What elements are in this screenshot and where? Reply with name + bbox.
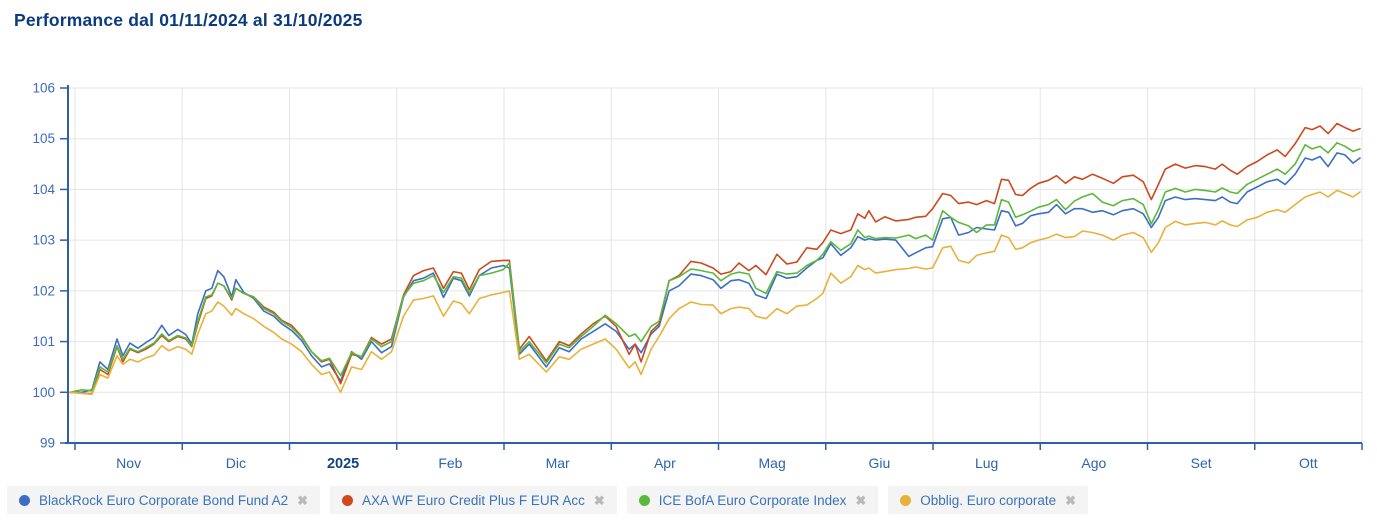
x-axis-month-label: Dic bbox=[226, 455, 246, 471]
performance-chart: 106 105 104 103 102 101 100 99 Nov Dic 2025 Feb Mar A… bbox=[0, 60, 1377, 480]
x-axis-month-label: 2025 bbox=[327, 456, 359, 472]
legend: BlackRock Euro Corporate Bond Fund A2 ✖ AX… bbox=[7, 486, 1089, 514]
x-axis-month-label: Giu bbox=[868, 455, 890, 471]
series-line-0 bbox=[69, 152, 1361, 394]
legend-series-label: AXA WF Euro Credit Plus F EUR Acc bbox=[362, 492, 585, 508]
legend-item-0[interactable]: BlackRock Euro Corporate Bond Fund A2 ✖ bbox=[7, 486, 321, 514]
legend-item-1[interactable]: AXA WF Euro Credit Plus F EUR Acc ✖ bbox=[330, 486, 617, 514]
legend-item-2[interactable]: ICE BofA Euro Corporate Index ✖ bbox=[626, 486, 879, 514]
y-axis-label: 105 bbox=[32, 131, 55, 146]
series-line-1 bbox=[69, 122, 1361, 395]
legend-remove-icon[interactable]: ✖ bbox=[855, 492, 867, 508]
x-axis-month-label: Mar bbox=[546, 455, 570, 471]
y-axis-label: 101 bbox=[32, 334, 55, 349]
x-axis-month-label: Feb bbox=[438, 455, 462, 471]
y-axis-label: 106 bbox=[32, 81, 55, 96]
x-axis-month-label: Set bbox=[1191, 455, 1212, 471]
legend-remove-icon[interactable]: ✖ bbox=[593, 492, 605, 508]
legend-series-label: BlackRock Euro Corporate Bond Fund A2 bbox=[39, 492, 289, 508]
x-axis-month-label: Lug bbox=[975, 455, 998, 471]
performance-chart-svg: 106 105 104 103 102 101 100 99 Nov Dic 2025 Feb Mar A… bbox=[32, 81, 1363, 472]
x-axis-month-label: Apr bbox=[654, 455, 676, 471]
legend-series-dot-icon bbox=[342, 494, 354, 506]
y-axis-label: 103 bbox=[32, 233, 55, 248]
series-line-3 bbox=[69, 189, 1361, 396]
y-axis-label: 104 bbox=[32, 182, 55, 197]
legend-remove-icon[interactable]: ✖ bbox=[297, 492, 309, 508]
legend-series-label: Obblig. Euro corporate bbox=[920, 492, 1057, 508]
x-axis-month-label: Mag bbox=[759, 455, 786, 471]
x-axis-month-label: Ago bbox=[1081, 455, 1106, 471]
y-axis-label: 102 bbox=[32, 283, 55, 298]
x-axis-month-label: Ott bbox=[1299, 455, 1318, 471]
x-axis-month-label: Nov bbox=[116, 455, 141, 471]
legend-series-dot-icon bbox=[900, 494, 912, 506]
series-line-2 bbox=[69, 142, 1361, 394]
legend-series-label: ICE BofA Euro Corporate Index bbox=[658, 492, 847, 508]
y-axis-label: 100 bbox=[32, 385, 55, 400]
legend-item-3[interactable]: Obblig. Euro corporate ✖ bbox=[888, 486, 1089, 514]
legend-remove-icon[interactable]: ✖ bbox=[1065, 492, 1077, 508]
y-axis-label: 99 bbox=[40, 436, 55, 451]
page-title: Performance dal 01/11/2024 al 31/10/2025 bbox=[14, 10, 363, 30]
legend-series-dot-icon bbox=[19, 494, 30, 506]
legend-series-dot-icon bbox=[638, 494, 650, 506]
